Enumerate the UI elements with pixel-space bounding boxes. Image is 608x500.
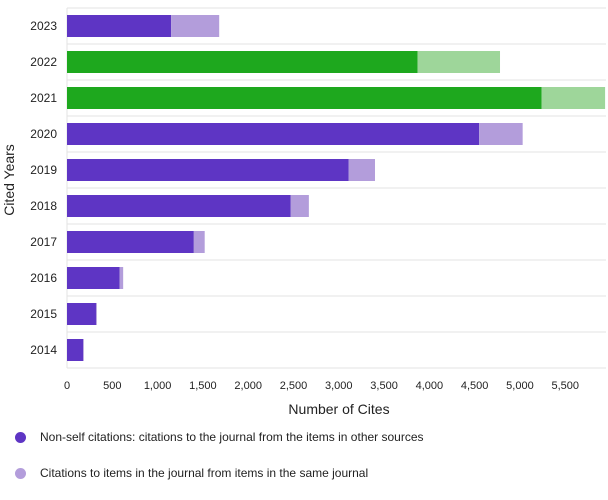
- x-tick-label: 500: [103, 380, 121, 392]
- bar-2019-self[interactable]: [349, 159, 375, 181]
- x-tick-label: 5,500: [551, 380, 579, 392]
- bar-2023-non-self[interactable]: [67, 15, 171, 37]
- bar-2017-self[interactable]: [194, 231, 205, 253]
- x-tick-label: 0: [64, 380, 70, 392]
- legend: Non-self citations: citations to the jou…: [14, 428, 424, 500]
- y-tick-labels: 2023 2022 2021 2020 2019 2018 2017 2016 2015 2014: [30, 19, 57, 357]
- x-tick-label: 1,500: [189, 380, 217, 392]
- legend-swatch-non-self: [15, 432, 26, 443]
- y-axis-label: Cited Years: [1, 144, 17, 216]
- bar-2019-non-self[interactable]: [67, 159, 349, 181]
- bar-2018-self[interactable]: [291, 195, 309, 217]
- y-tick-label: 2019: [30, 163, 57, 177]
- legend-swatch-self: [15, 468, 26, 479]
- y-tick-label: 2020: [30, 127, 57, 141]
- bar-2022-non-self[interactable]: [67, 51, 418, 73]
- y-tick-label: 2014: [30, 343, 57, 357]
- x-tick-label: 3,500: [370, 380, 398, 392]
- y-tick-label: 2016: [30, 271, 57, 285]
- bar-2023-self[interactable]: [171, 15, 219, 37]
- bar-2016-self[interactable]: [120, 267, 124, 289]
- legend-label-self: Citations to items in the journal from i…: [40, 466, 368, 480]
- bar-2018-non-self[interactable]: [67, 195, 291, 217]
- x-tick-label: 4,500: [461, 380, 489, 392]
- x-tick-label: 1,000: [144, 380, 172, 392]
- x-tick-label: 4,000: [416, 380, 444, 392]
- bar-2016-non-self[interactable]: [67, 267, 120, 289]
- bar-2015-non-self[interactable]: [67, 303, 96, 325]
- legend-item-self[interactable]: Citations to items in the journal from i…: [14, 464, 424, 482]
- bar-2022-self[interactable]: [418, 51, 500, 73]
- y-tick-label: 2017: [30, 235, 57, 249]
- x-tick-label: 2,500: [280, 380, 308, 392]
- x-tick-label: 3,000: [325, 380, 353, 392]
- legend-item-non-self[interactable]: Non-self citations: citations to the jou…: [14, 428, 424, 446]
- bar-2015-self[interactable]: [96, 303, 97, 325]
- bar-2021-self[interactable]: [542, 87, 605, 109]
- x-tick-label: 2,000: [234, 380, 262, 392]
- y-tick-label: 2018: [30, 199, 57, 213]
- bar-2014-non-self[interactable]: [67, 339, 83, 361]
- x-tick-labels: 0 500 1,000 1,500 2,000 2,500 3,000 3,500 4,000 4…: [64, 380, 579, 392]
- x-tick-label: 5,000: [506, 380, 534, 392]
- bar-2020-self[interactable]: [479, 123, 522, 145]
- bar-2017-non-self[interactable]: [67, 231, 194, 253]
- citations-bar-chart: 2023 2022 2021 2020 2019 2018 2017 2016 2015 2014…: [0, 0, 608, 420]
- y-tick-label: 2021: [30, 91, 57, 105]
- bar-2021-non-self[interactable]: [67, 87, 542, 109]
- x-axis-label: Number of Cites: [288, 401, 389, 417]
- y-tick-label: 2023: [30, 19, 57, 33]
- legend-label-non-self: Non-self citations: citations to the jou…: [40, 430, 424, 444]
- y-tick-label: 2015: [30, 307, 57, 321]
- y-tick-label: 2022: [30, 55, 57, 69]
- bar-2020-non-self[interactable]: [67, 123, 479, 145]
